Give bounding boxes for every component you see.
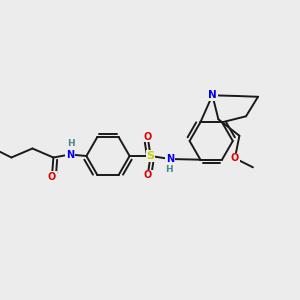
Text: N: N — [66, 149, 74, 160]
Text: O: O — [231, 153, 239, 163]
Text: N: N — [166, 154, 174, 164]
Text: O: O — [143, 170, 152, 181]
Text: H: H — [165, 165, 172, 174]
Text: O: O — [48, 172, 56, 182]
Text: H: H — [67, 140, 75, 148]
Text: N: N — [208, 90, 217, 100]
Text: S: S — [147, 151, 154, 161]
Text: O: O — [143, 131, 152, 142]
